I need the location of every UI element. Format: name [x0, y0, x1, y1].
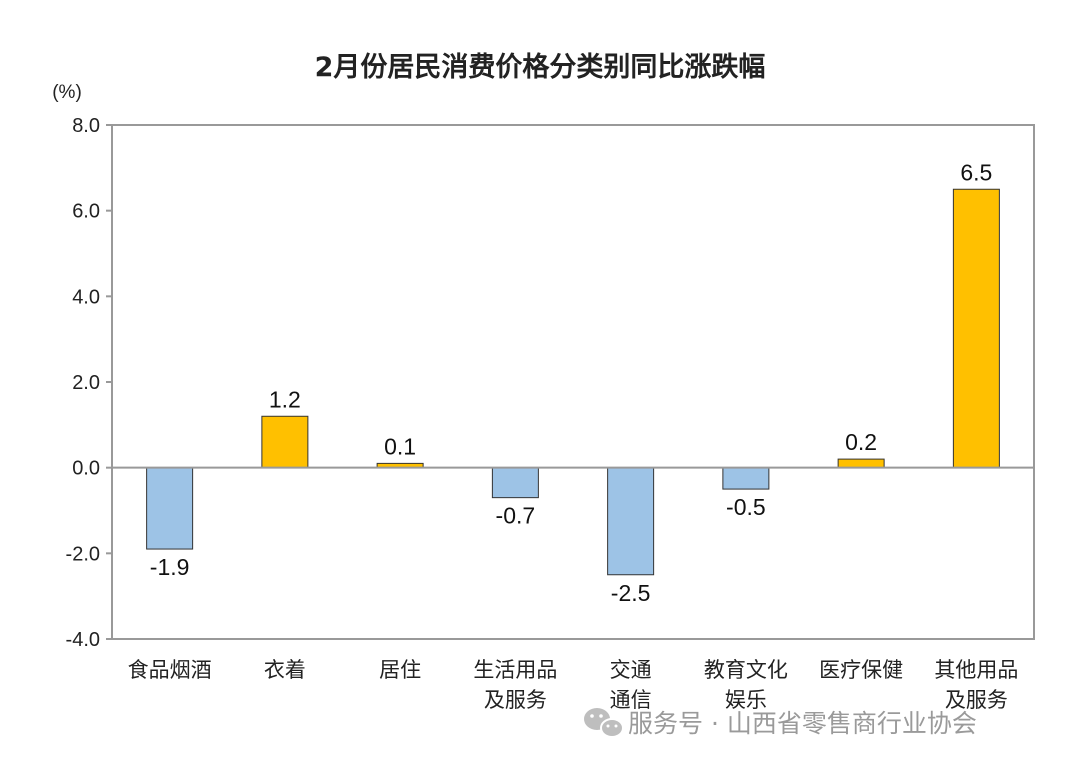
- watermark-text: 服务号 · 山西省零售商行业协会: [628, 709, 977, 738]
- y-tick-label: 6.0: [72, 201, 100, 223]
- bar: [491, 467, 539, 499]
- y-tick-label: 2.0: [72, 372, 100, 394]
- bar: [146, 467, 194, 550]
- bar: [261, 415, 309, 469]
- bar: [607, 467, 655, 576]
- category-label: 通信: [610, 688, 652, 712]
- data-label: -1.9: [150, 554, 190, 580]
- chart-title: 2月份居民消费价格分类别同比涨跌幅: [315, 52, 766, 83]
- data-label: 0.1: [384, 433, 416, 459]
- bar: [952, 188, 1000, 469]
- category-label: 教育文化: [704, 658, 788, 682]
- data-labels: -1.9 1.2 0.1 -0.7 -2.5 -0.5 0.2 6.5: [150, 159, 993, 606]
- category-label: 其他用品: [934, 658, 1018, 682]
- category-label: 居住: [379, 658, 421, 682]
- category-label: 交通: [610, 658, 652, 682]
- y-tick-label: 8.0: [72, 115, 100, 137]
- bar: [722, 467, 770, 490]
- data-label: 6.5: [960, 159, 992, 185]
- data-label: -2.5: [611, 580, 651, 606]
- y-tick-label: -2.0: [66, 543, 100, 565]
- y-tick-label: 0.0: [72, 458, 100, 480]
- y-tick-label: 4.0: [72, 286, 100, 308]
- plot-frame: [111, 124, 1035, 640]
- data-label: -0.5: [726, 494, 766, 520]
- watermark: 服务号 · 山西省零售商行业协会: [584, 708, 977, 738]
- data-label: 0.2: [845, 429, 877, 455]
- category-label: 娱乐: [725, 688, 767, 712]
- category-label: 食品烟酒: [128, 658, 212, 682]
- data-label: 1.2: [269, 386, 301, 412]
- y-axis: -4.0 -2.0 0.0 2.0 4.0 6.0 8.0: [66, 115, 112, 651]
- bar: [837, 458, 885, 469]
- data-label: -0.7: [496, 503, 536, 529]
- category-label: 医疗保健: [819, 658, 903, 682]
- wechat-icon: [584, 708, 624, 738]
- unit-label: (%): [52, 82, 82, 103]
- category-label: 及服务: [484, 688, 547, 712]
- category-label: 衣着: [264, 658, 306, 682]
- category-label: 生活用品: [473, 658, 557, 682]
- y-tick-label: -4.0: [66, 629, 100, 651]
- category-label: 及服务: [945, 688, 1008, 712]
- bars: [146, 188, 1000, 576]
